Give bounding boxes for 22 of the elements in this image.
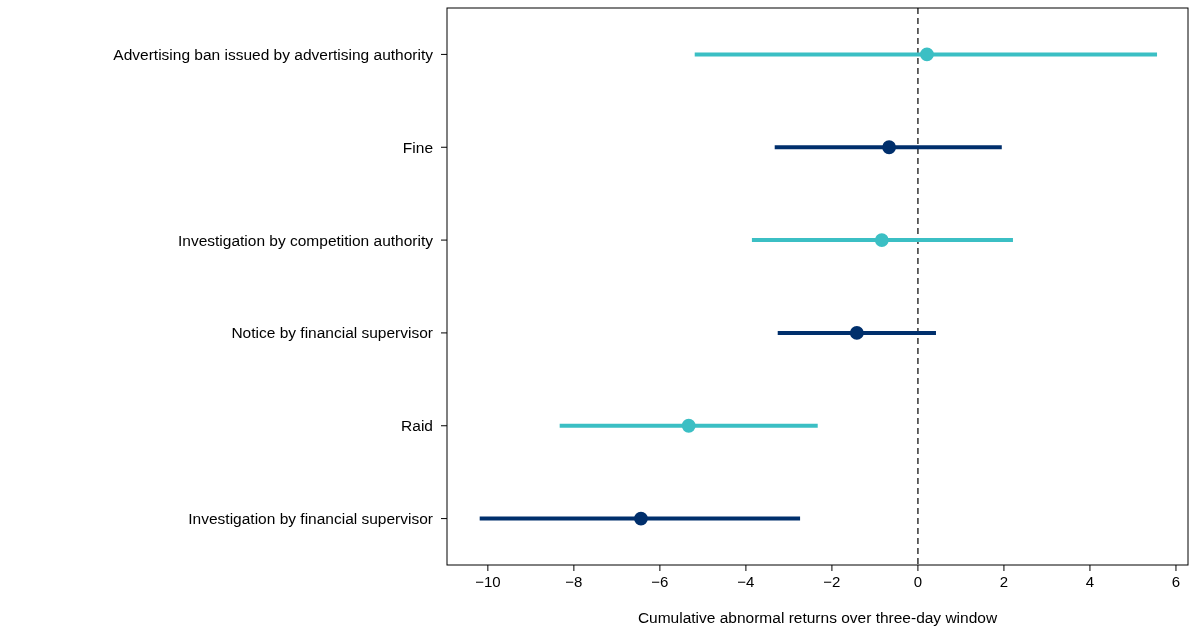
- x-tick-label: −2: [823, 573, 841, 590]
- y-tick-label: Investigation by competition authority: [177, 231, 434, 249]
- point: [874, 233, 889, 247]
- y-tick-label: Notice by financial supervisor: [231, 324, 433, 342]
- point: [681, 418, 696, 433]
- x-tick-label: 6: [1171, 573, 1181, 590]
- x-tick-label: 2: [999, 573, 1009, 590]
- x-tick-label: 4: [1085, 573, 1095, 590]
- x-tick-label: 0: [913, 573, 923, 590]
- point: [849, 326, 864, 340]
- y-tick-label: Investigation by financial supervisor: [188, 510, 433, 528]
- x-tick-label: −4: [737, 573, 755, 590]
- x-axis-title: Cumulative abnormal returns over three-day window: [637, 609, 998, 626]
- x-tick-label: −10: [475, 573, 501, 590]
- y-tick-label: Fine: [402, 138, 433, 156]
- point: [920, 47, 934, 62]
- y-tick-label: Raid: [401, 417, 433, 435]
- point: [882, 140, 897, 155]
- y-tick-label: Advertising ban issued by advertising authority: [113, 45, 434, 63]
- x-tick-label: −8: [565, 573, 583, 590]
- x-tick-label: −6: [651, 573, 669, 590]
- point: [634, 511, 648, 526]
